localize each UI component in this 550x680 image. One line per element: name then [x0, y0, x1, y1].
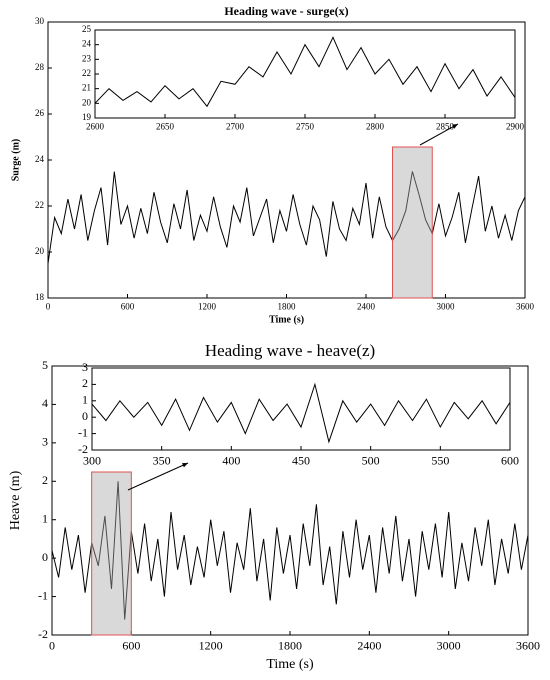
x-tick-label: 1800: [278, 301, 297, 311]
y-tick-label: 22: [35, 200, 44, 210]
chart-title: Heading wave - surge(x): [224, 4, 348, 18]
x-tick-label: 350: [153, 453, 171, 467]
chart-title: Heading wave - heave(z): [205, 341, 375, 360]
y-tick-label: 2: [42, 473, 48, 487]
y-tick-label: 3: [42, 435, 48, 449]
x-tick-label: 2750: [296, 121, 315, 131]
y-tick-label: 3: [82, 360, 88, 374]
y-tick-label: 24: [35, 154, 45, 164]
y-tick-label: 22: [82, 68, 91, 78]
x-tick-label: 3000: [437, 301, 456, 311]
y-tick-label: 23: [82, 53, 92, 63]
y-tick-label: 1: [42, 511, 48, 525]
x-tick-label: 3000: [437, 638, 461, 652]
y-tick-label: 21: [82, 83, 91, 93]
y-axis-label: Surge (m): [10, 139, 21, 182]
y-tick-label: 26: [35, 108, 45, 118]
x-tick-label: 2650: [156, 121, 175, 131]
arrow-head: [452, 124, 458, 129]
y-tick-label: -2: [78, 442, 88, 456]
x-axis-label: Time (s): [266, 657, 314, 672]
y-tick-label: 4: [42, 396, 48, 410]
x-tick-label: 3600: [516, 301, 535, 311]
y-tick-label: 18: [35, 292, 45, 302]
y-tick-label: 0: [82, 409, 88, 423]
x-tick-label: 1200: [198, 301, 217, 311]
y-tick-label: -2: [38, 627, 48, 641]
y-tick-label: 30: [35, 16, 45, 26]
inset-line: [91, 382, 511, 444]
x-tick-label: 550: [431, 453, 449, 467]
highlight-region: [91, 471, 132, 636]
y-axis-label: Heave (m): [8, 470, 23, 530]
y-tick-label: 19: [82, 112, 92, 122]
x-tick-label: 0: [46, 301, 51, 311]
arrow-head: [182, 463, 188, 468]
x-tick-label: 2600: [86, 121, 105, 131]
arrow: [419, 123, 459, 146]
plot-frame: [47, 21, 526, 299]
x-tick-label: 300: [83, 453, 101, 467]
y-tick-label: 28: [35, 62, 45, 72]
y-tick-label: 2: [82, 376, 88, 390]
y-tick-label: 20: [82, 97, 92, 107]
highlight-region: [392, 146, 433, 299]
y-tick-label: -1: [78, 425, 88, 439]
x-tick-label: 2400: [357, 638, 381, 652]
x-tick-label: 450: [292, 453, 310, 467]
x-tick-label: 2400: [357, 301, 376, 311]
x-tick-label: 2700: [226, 121, 245, 131]
y-tick-label: 1: [82, 393, 88, 407]
x-tick-label: 2900: [506, 121, 525, 131]
y-tick-label: 0: [42, 550, 48, 564]
inset-frame: [94, 29, 516, 119]
y-tick-label: 25: [82, 24, 92, 34]
x-tick-label: 0: [49, 638, 55, 652]
x-tick-label: 600: [121, 301, 135, 311]
x-axis-label: Time (s): [269, 314, 304, 325]
x-tick-label: 1800: [278, 638, 302, 652]
x-tick-label: 3600: [516, 638, 540, 652]
y-tick-label: 5: [42, 358, 48, 372]
y-tick-label: 20: [35, 246, 45, 256]
x-tick-label: 1200: [199, 638, 223, 652]
x-tick-label: 400: [222, 453, 240, 467]
y-tick-label: 24: [82, 39, 92, 49]
y-tick-label: -1: [38, 588, 48, 602]
inset-line: [94, 36, 516, 108]
x-tick-label: 2800: [366, 121, 385, 131]
x-tick-label: 600: [122, 638, 140, 652]
x-tick-label: 600: [501, 453, 519, 467]
signal-line: [47, 171, 526, 264]
x-tick-label: 2850: [436, 121, 455, 131]
x-tick-label: 500: [362, 453, 380, 467]
arrow: [127, 462, 189, 491]
inset-frame: [91, 367, 511, 451]
